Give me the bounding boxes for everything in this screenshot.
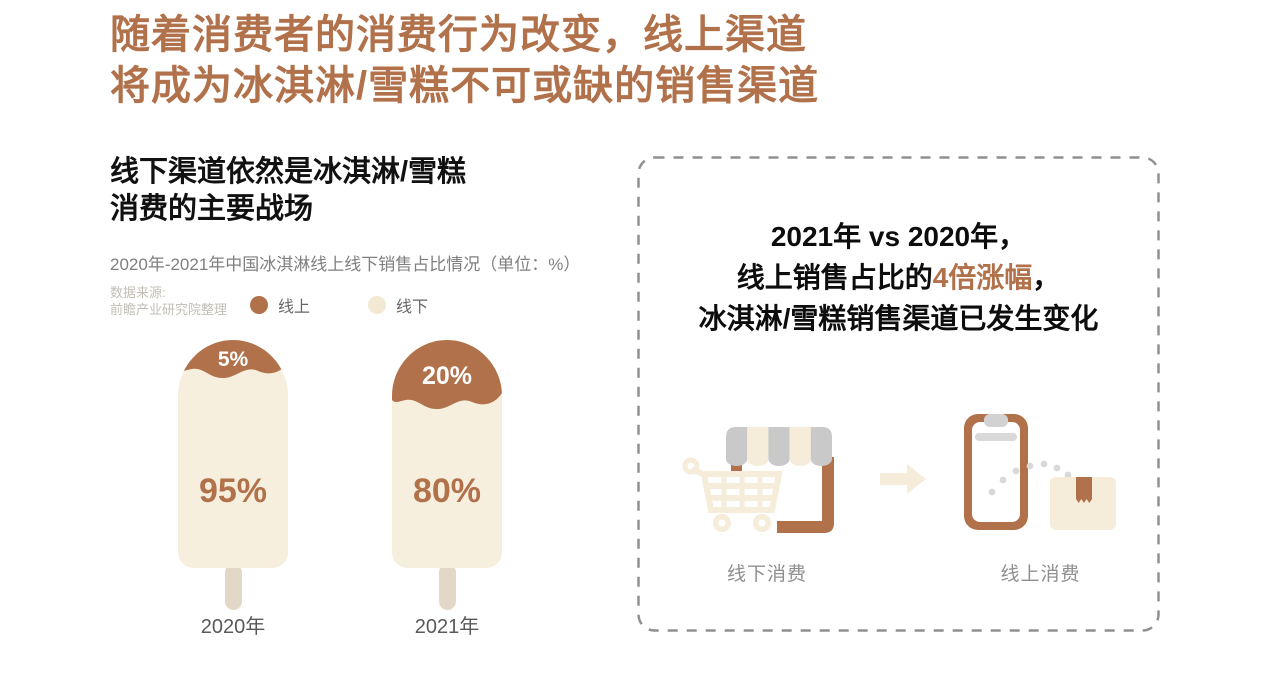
- arrow-right-icon: [880, 464, 926, 494]
- chart-caption: 2020年-2021年中国冰淇淋线上线下销售占比情况（单位：%）: [110, 255, 581, 274]
- category-label-2020: 2020年: [200, 616, 266, 638]
- section-heading-line1: 线下渠道依然是冰淇淋/雪糕: [110, 156, 467, 188]
- offline-share-value-2020: 95%: [199, 472, 267, 510]
- popsicle-chart-2020: 5% 95%: [178, 340, 288, 610]
- panel-headline-highlight: 4倍涨幅: [932, 262, 1033, 293]
- panel-headline-line3: 冰淇淋/雪糕销售渠道已发生变化: [698, 303, 1099, 334]
- legend-dot-offline-icon: [368, 296, 387, 314]
- store-cart-icon: [682, 427, 834, 533]
- page-title-line2: 将成为冰淇淋/雪糕不可或缺的销售渠道: [110, 64, 820, 108]
- data-source-line1: 数据来源:: [110, 285, 166, 300]
- legend: 线上 线下: [250, 293, 428, 317]
- section-heading-line2: 消费的主要战场: [110, 193, 314, 225]
- popsicle-chart-2021: 20% 80%: [392, 340, 502, 610]
- page-title: 随着消费者的消费行为改变，线上渠道 将成为冰淇淋/雪糕不可或缺的销售渠道: [110, 10, 819, 112]
- panel-headline-line2-prefix: 线上销售占比的: [736, 262, 933, 293]
- popsicle-body-offline-segment: [178, 340, 288, 568]
- section-heading: 线下渠道依然是冰淇淋/雪糕 消费的主要战场: [110, 154, 466, 228]
- highlight-panel: 2021年 vs 2020年， 线上销售占比的4倍涨幅， 冰淇淋/雪糕销售渠道已…: [637, 156, 1160, 632]
- online-consumption-label: 线上消费: [1000, 564, 1081, 585]
- legend-label-offline: 线下: [396, 299, 429, 316]
- data-source-line2: 前瞻产业研究院整理: [110, 302, 228, 317]
- panel-headline-line2-suffix: ，: [1032, 262, 1061, 293]
- popsicle-stick: [225, 564, 242, 610]
- phone-package-icon: [964, 414, 1116, 530]
- offline-share-value-2021: 80%: [413, 472, 481, 510]
- panel-headline-line1: 2021年 vs 2020年，: [770, 221, 1027, 252]
- offline-consumption-label: 线下消费: [726, 564, 807, 585]
- legend-dot-online-icon: [250, 296, 268, 314]
- online-share-value-2020: 5%: [218, 348, 249, 371]
- data-source: 数据来源: 前瞻产业研究院整理: [110, 284, 227, 318]
- legend-item-online: 线上: [250, 293, 310, 317]
- legend-item-offline: 线下: [368, 293, 428, 317]
- dashed-border: [637, 156, 1160, 632]
- category-label-2021: 2021年: [414, 616, 480, 638]
- popsicle-stick: [439, 564, 456, 610]
- popsicle-cap-online-segment: [392, 340, 502, 410]
- popsicle-cap-online-segment: [178, 340, 288, 379]
- online-share-value-2021: 20%: [422, 362, 472, 390]
- legend-label-online: 线上: [278, 299, 311, 316]
- panel-headline: 2021年 vs 2020年， 线上销售占比的4倍涨幅， 冰淇淋/雪糕销售渠道已…: [637, 216, 1160, 339]
- page-title-line1: 随着消费者的消费行为改变，线上渠道: [110, 13, 807, 57]
